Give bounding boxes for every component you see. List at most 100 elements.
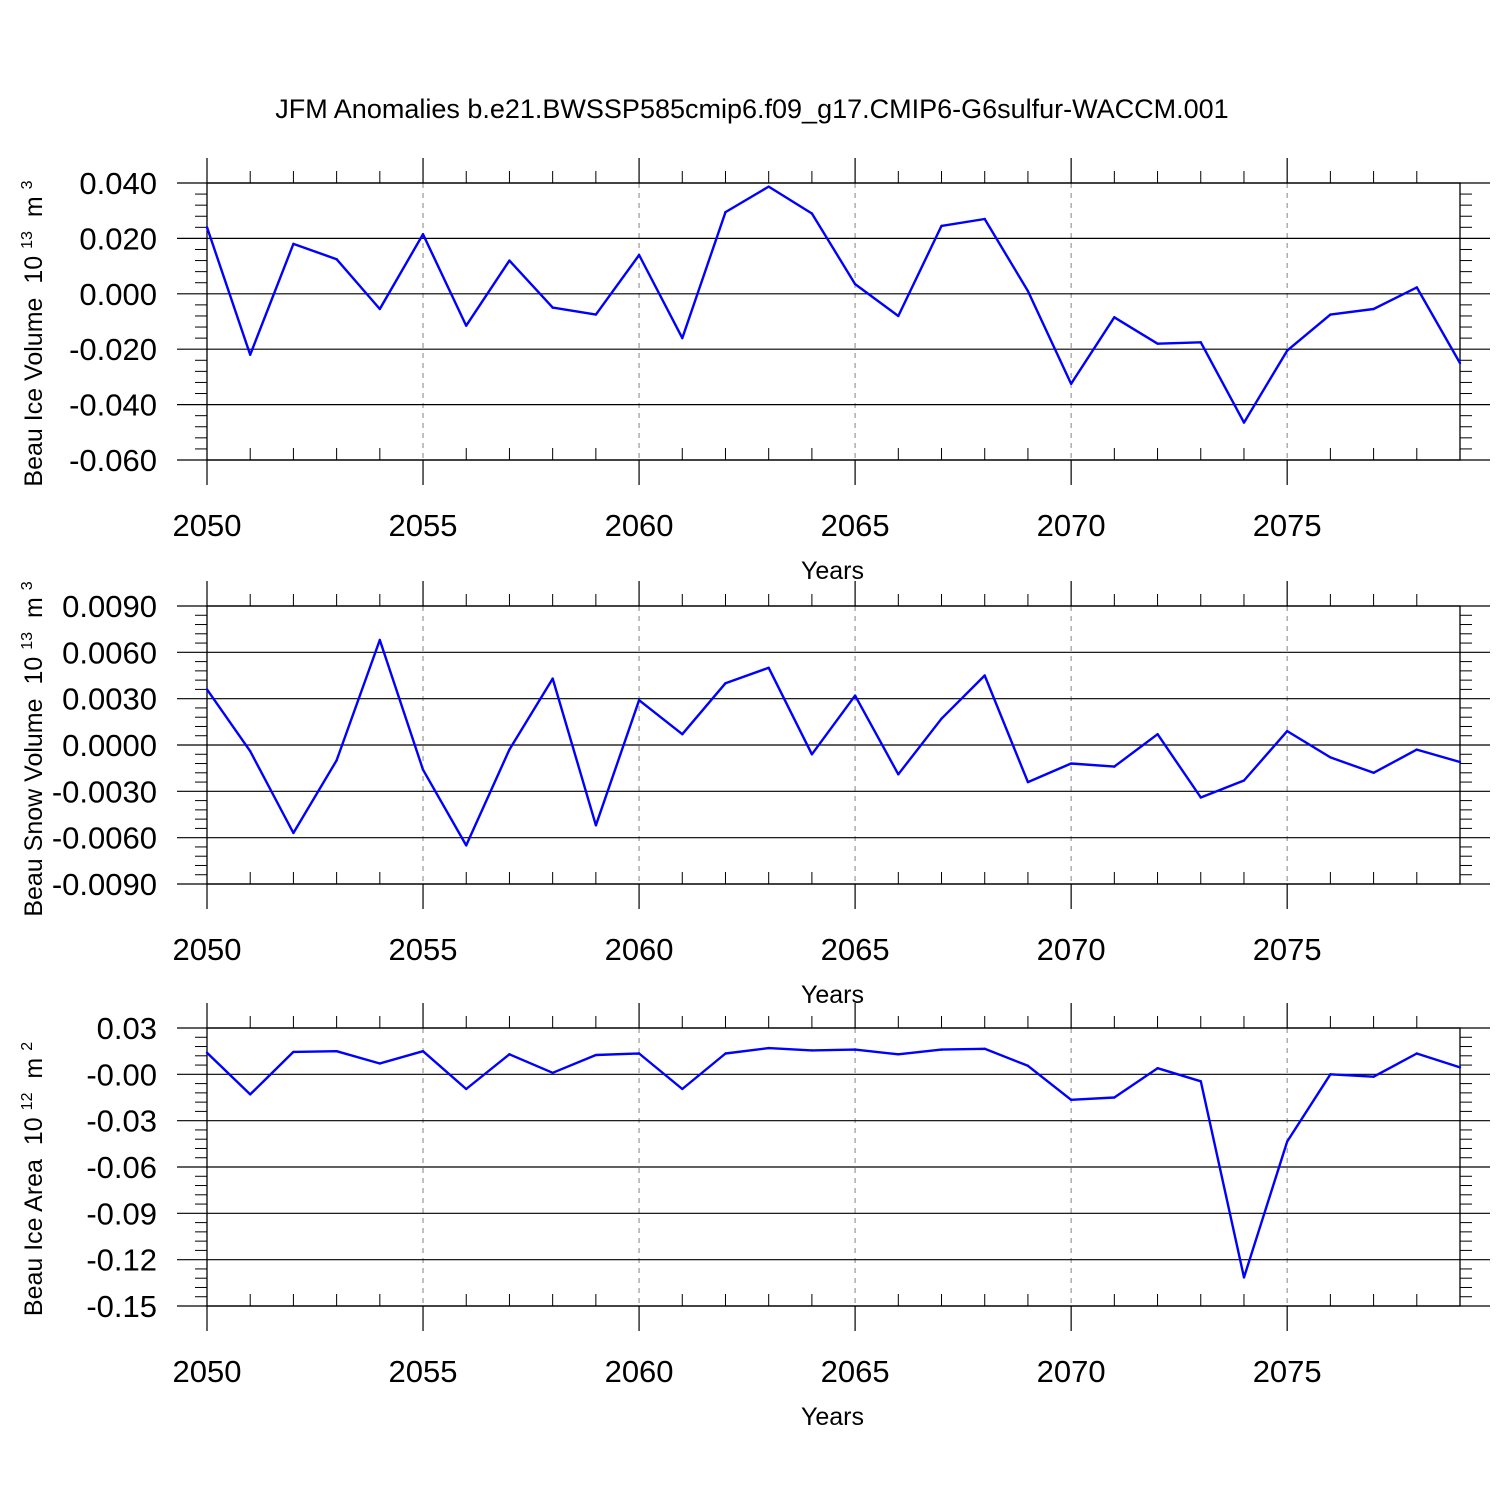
y-axis-unit-power: 2: [19, 1042, 36, 1051]
data-point: [637, 699, 641, 702]
data-point: [897, 314, 900, 318]
data-point: [594, 1053, 598, 1057]
data-point: [378, 307, 382, 311]
plot-frame: [206, 605, 1461, 885]
y-tick-label: -0.15: [86, 1289, 157, 1324]
y-tick-label: 0.0090: [62, 589, 157, 624]
panel-snow-volume: 0.0090 0.0060 0.0030 0.0000 -0.0030 -0.0060 -0…: [19, 581, 1490, 1009]
plot-frame: [206, 1027, 1461, 1307]
data-point: [1329, 1073, 1332, 1076]
x-tick-labels: 2050 2055 2060 2065 2070 2075: [173, 1354, 1322, 1389]
data-point: [465, 324, 468, 327]
data-point: [378, 1062, 382, 1065]
data-point: [551, 677, 554, 680]
data-point: [249, 1093, 252, 1096]
data-point: [1285, 349, 1289, 352]
data-point: [594, 824, 598, 827]
major-ticks: [177, 158, 1490, 485]
data-point: [1113, 1096, 1116, 1099]
y-tick-label: -0.040: [69, 388, 157, 423]
y-tick-label: 0.0000: [62, 728, 157, 763]
y-tick-label: -0.0060: [52, 821, 157, 856]
series-line-snow-volume: [206, 638, 1461, 847]
x-tick-label: 2065: [821, 508, 890, 543]
data-point: [897, 773, 900, 776]
data-point: [810, 1049, 814, 1052]
data-points: [205, 1046, 1462, 1279]
data-point: [1026, 1064, 1030, 1068]
data-point: [1069, 762, 1073, 765]
data-point: [983, 674, 986, 677]
data-point: [1069, 382, 1073, 386]
data-point: [724, 210, 727, 214]
data-point: [1242, 1276, 1246, 1279]
x-tick-label: 2075: [1253, 508, 1322, 543]
data-point: [508, 748, 511, 751]
data-point: [810, 753, 814, 756]
data-point: [681, 336, 684, 340]
panel-ice-area: 0.03-0.00-0.03-0.06-0.09-0.12-0.15 2050 2…: [19, 1003, 1490, 1431]
x-axis-label: Years: [801, 981, 864, 1009]
x-tick-label: 2050: [173, 932, 242, 967]
y-axis-name: Beau Ice Volume: [20, 298, 48, 487]
data-point: [1026, 289, 1030, 293]
data-point: [1415, 1052, 1418, 1055]
data-point: [421, 233, 425, 236]
data-point: [421, 1049, 425, 1053]
data-point: [1285, 729, 1289, 733]
data-point: [1372, 307, 1375, 311]
data-point: [1113, 765, 1116, 768]
x-tick-label: 2050: [173, 1354, 242, 1389]
data-point: [767, 1046, 770, 1050]
data-point: [1069, 1098, 1073, 1102]
y-tick-label: -0.0090: [52, 867, 157, 902]
x-tick-label: 2055: [389, 932, 458, 967]
y-axis-unit-base: 10: [20, 657, 48, 685]
data-point: [1113, 316, 1116, 319]
y-tick-label: 0.0030: [62, 682, 157, 717]
x-tick-label: 2065: [821, 1354, 890, 1389]
data-point: [1156, 1066, 1159, 1070]
major-ticks: [177, 1003, 1490, 1331]
data-point: [551, 306, 554, 309]
data-point: [853, 282, 857, 286]
y-tick-label: 0.0060: [62, 635, 157, 670]
data-point: [681, 732, 684, 736]
x-tick-label: 2060: [605, 508, 674, 543]
x-tick-label: 2055: [389, 508, 458, 543]
y-tick-label: -0.09: [86, 1196, 157, 1231]
data-point: [335, 257, 338, 261]
data-point: [508, 259, 511, 262]
y-tick-labels: 0.03 -0.00 -0.03 -0.06 -0.09 -0.12 -0.15: [86, 1011, 157, 1324]
data-point: [637, 253, 641, 257]
minor-ticks: [195, 594, 1472, 884]
x-tick-label: 2075: [1253, 1354, 1322, 1389]
y-tick-label: 0.040: [79, 166, 157, 201]
y-axis-unit-power: 3: [19, 581, 36, 590]
y-tick-labels: 0.040 0.020 0.000 -0.020 -0.040 -0.060: [69, 166, 157, 478]
data-point: [205, 688, 209, 691]
data-point: [551, 1071, 554, 1074]
data-point: [1415, 748, 1418, 751]
data-point: [1372, 1075, 1375, 1078]
major-ticks: [177, 581, 1490, 909]
data-point: [940, 717, 943, 720]
data-point: [940, 224, 943, 228]
data-point: [292, 1050, 295, 1054]
data-point: [853, 1048, 857, 1051]
x-axis-label: Years: [801, 557, 864, 585]
data-point: [335, 759, 338, 762]
y-axis-label: Beau Ice Volume 10 13 m 3: [10, 180, 48, 486]
data-point: [249, 749, 252, 753]
data-point: [1156, 732, 1159, 736]
y-tick-label: -0.00: [86, 1057, 157, 1092]
data-point: [465, 1087, 468, 1091]
y-tick-label: -0.020: [69, 332, 157, 367]
data-point: [249, 353, 252, 356]
x-tick-labels: 2050 2055 2060 2065 2070 2075: [173, 508, 1322, 543]
data-point: [1458, 760, 1462, 764]
data-point: [205, 226, 209, 229]
data-point: [292, 242, 295, 246]
